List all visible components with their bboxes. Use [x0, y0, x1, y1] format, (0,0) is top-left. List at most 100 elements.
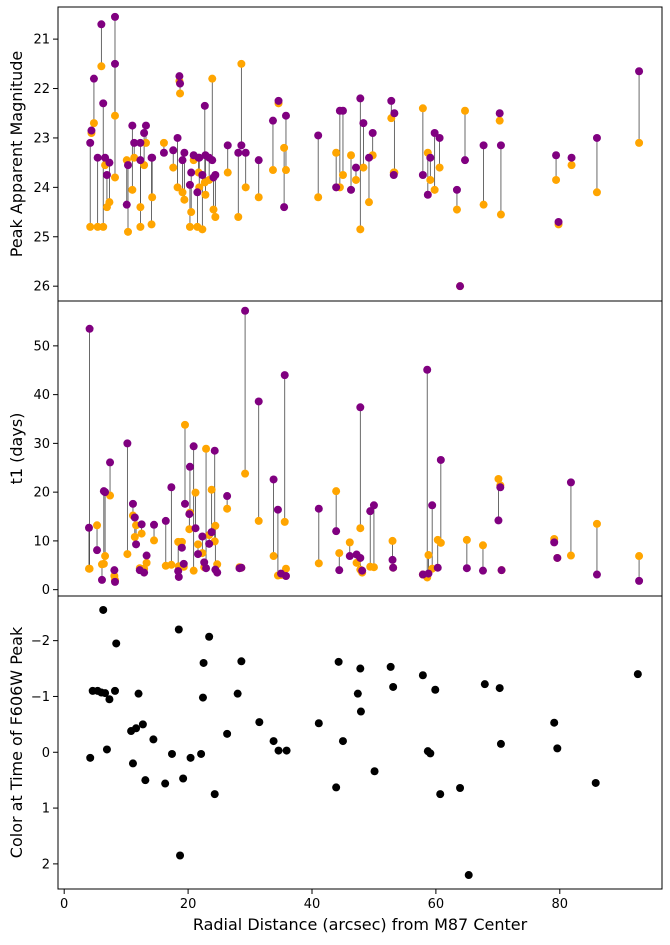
data-point-purple [364, 153, 373, 162]
data-point-purple [550, 538, 559, 547]
data-point-orange [418, 104, 427, 113]
data-point-purple [567, 153, 576, 162]
data-point [134, 689, 143, 698]
data-point-purple [273, 505, 282, 514]
data-point-orange [201, 190, 210, 199]
data-point-orange [198, 225, 207, 234]
data-point-orange [167, 560, 176, 569]
data-point-purple [167, 483, 176, 492]
data-point [186, 753, 195, 762]
data-point-purple [123, 439, 132, 448]
data-point-purple [369, 501, 378, 510]
data-point [176, 851, 185, 860]
data-point-orange [635, 552, 644, 561]
data-point-orange [566, 551, 575, 560]
data-point-orange [223, 168, 232, 177]
data-point [456, 783, 465, 792]
data-point-purple [191, 524, 200, 533]
data-point-orange [241, 183, 250, 192]
data-point [386, 662, 395, 671]
data-point [210, 790, 219, 799]
data-point [161, 779, 170, 788]
data-point [237, 657, 246, 666]
y-axis-label: t1 (days) [7, 413, 26, 485]
data-point [149, 735, 158, 744]
data-point-orange [388, 536, 397, 545]
data-point-purple [195, 153, 204, 162]
data-point-orange [359, 163, 368, 172]
data-point-orange [130, 153, 139, 162]
data-point-orange [356, 225, 365, 234]
data-point-purple [208, 156, 217, 165]
data-point-purple [462, 564, 471, 573]
data-point-purple [424, 569, 433, 578]
data-point [112, 639, 121, 648]
data-point-purple [136, 156, 145, 165]
data-point [197, 749, 206, 758]
data-point-purple [194, 550, 203, 559]
y-tick-label: 22 [33, 82, 50, 97]
data-point [110, 686, 119, 695]
data-point-purple [356, 553, 365, 562]
data-point-purple [106, 458, 115, 467]
data-point [86, 753, 95, 762]
data-point-purple [223, 492, 232, 501]
data-point-orange [97, 62, 106, 71]
data-point-orange [462, 535, 471, 544]
data-point [314, 719, 323, 728]
data-point-purple [387, 96, 396, 105]
data-point-orange [110, 111, 119, 120]
data-point-purple [435, 133, 444, 142]
data-point-purple [193, 188, 202, 197]
data-point-orange [194, 540, 203, 549]
data-point [356, 707, 365, 716]
data-point-purple [130, 513, 139, 522]
data-point-orange [89, 119, 98, 128]
data-point-orange [185, 222, 194, 231]
data-point-orange [280, 517, 289, 526]
data-point-purple [388, 555, 397, 564]
data-point [255, 718, 264, 727]
data-point-purple [99, 99, 108, 108]
data-point-orange [364, 198, 373, 207]
data-point-purple [141, 121, 150, 130]
data-point-orange [635, 138, 644, 147]
data-point-purple [97, 575, 106, 584]
data-point-orange [314, 193, 323, 202]
y-tick-label: −1 [31, 690, 50, 705]
y-tick-label: 10 [33, 534, 50, 549]
data-point-orange [237, 59, 246, 68]
data-point-orange [356, 524, 365, 533]
data-point [101, 689, 110, 698]
data-point-orange [369, 563, 378, 572]
data-point-purple [356, 403, 365, 412]
data-point [436, 790, 445, 799]
data-point-orange [110, 173, 119, 182]
data-point-orange [202, 444, 211, 453]
data-point-purple [592, 133, 601, 142]
data-point-purple [185, 180, 194, 189]
data-point-purple [85, 324, 94, 333]
data-point-purple [237, 563, 246, 572]
data-point-purple [174, 572, 183, 581]
data-point-purple [478, 566, 487, 575]
data-point-purple [281, 572, 290, 581]
data-point-purple [178, 156, 187, 165]
data-point-purple [268, 116, 277, 125]
y-tick-label: 20 [33, 486, 50, 501]
data-point-purple [161, 516, 170, 525]
data-point-purple [198, 171, 207, 179]
panel-2: 0 10 20 30 40 50 t1 (days) [7, 300, 663, 598]
data-point-purple [97, 20, 106, 29]
data-point-purple [128, 121, 137, 130]
data-point-purple [366, 507, 375, 516]
data-point-purple [185, 510, 194, 519]
data-point [138, 720, 147, 729]
data-point-purple [207, 528, 216, 537]
data-point-purple [496, 483, 505, 492]
data-point-purple [494, 516, 503, 525]
data-point-purple [187, 168, 196, 177]
data-point-orange [211, 213, 220, 221]
data-point-orange [189, 566, 198, 575]
data-point [480, 680, 489, 689]
